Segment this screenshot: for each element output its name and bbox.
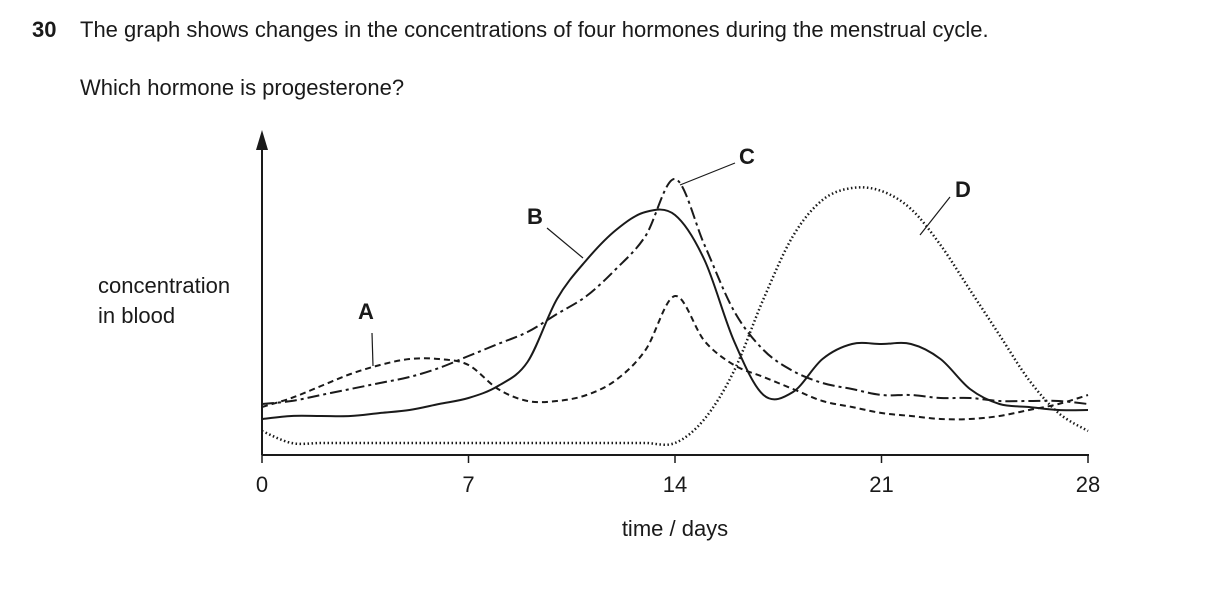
series-label: A bbox=[358, 299, 374, 324]
leader-line bbox=[371, 332, 374, 367]
question-text: The graph shows changes in the concentra… bbox=[80, 17, 989, 42]
question-prompt: Which hormone is progesterone? bbox=[80, 75, 404, 100]
leader-line bbox=[546, 227, 584, 259]
x-tick-label: 28 bbox=[1076, 472, 1100, 497]
x-tick-label: 14 bbox=[663, 472, 687, 497]
x-axis-label: time / days bbox=[622, 516, 728, 541]
line-series bbox=[261, 178, 1089, 405]
series-label: D bbox=[955, 177, 971, 202]
leader-line bbox=[679, 162, 736, 186]
series-label: C bbox=[739, 144, 755, 169]
series-label: B bbox=[527, 204, 543, 229]
line-series bbox=[261, 186, 1089, 447]
x-tick-label: 0 bbox=[256, 472, 268, 497]
x-tick-label: 21 bbox=[869, 472, 893, 497]
line-series bbox=[261, 295, 1089, 421]
leader-line bbox=[919, 196, 951, 236]
y-axis-label: in blood bbox=[98, 303, 175, 328]
line-series bbox=[261, 208, 1089, 420]
question-number: 30 bbox=[32, 17, 56, 42]
y-axis-label: concentration bbox=[98, 273, 230, 298]
y-axis-arrow bbox=[256, 130, 268, 150]
x-tick-label: 7 bbox=[462, 472, 474, 497]
